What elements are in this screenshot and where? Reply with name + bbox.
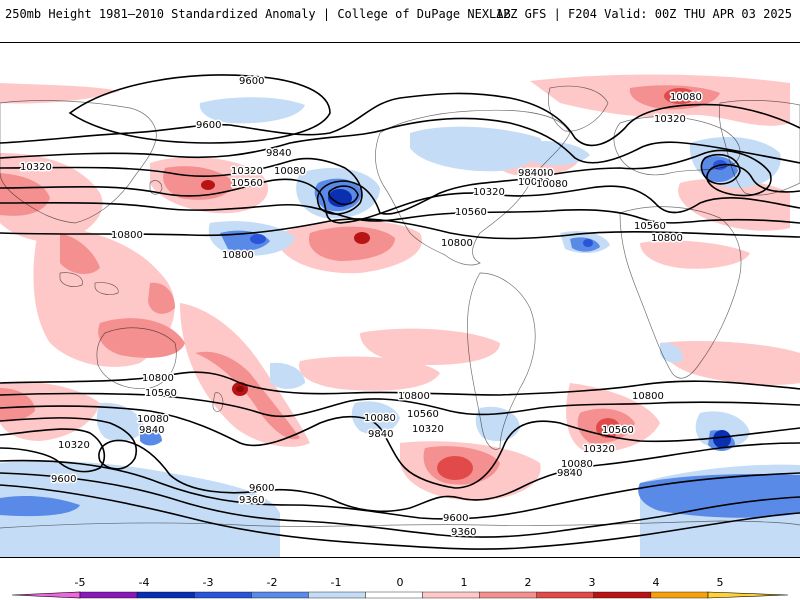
colorbar-swatch: [536, 591, 595, 599]
contour-label: 10800: [111, 230, 143, 241]
contour-label: 10080: [670, 92, 702, 103]
colorbar-swatch: [11, 591, 81, 599]
contour-label: 9600: [196, 120, 221, 131]
contour-label: 9840: [528, 168, 553, 179]
colorbar-tick-label: 1: [461, 576, 468, 589]
colorbar-swatch: [650, 591, 709, 599]
colorbar-tick-label: -1: [331, 576, 342, 589]
contour-label: 9360: [239, 495, 264, 506]
contour-label: 10800: [441, 238, 473, 249]
contour-label: 9360: [451, 527, 476, 538]
strong-positive-areas: [201, 88, 696, 480]
contour-label-layer: 9600 9600 9840 10080 10320 10560 10320 1…: [19, 75, 704, 540]
colorbar-tick-label: 4: [653, 576, 660, 589]
header-bar: 250mb Height 1981–2010 Standardized Anom…: [0, 0, 800, 30]
strong-negative-areas: [250, 160, 731, 448]
colorbar-ticks: -5 -4 -3 -2 -1 0 1 2 3 4 5: [75, 576, 724, 589]
contour-label: 10560: [145, 388, 177, 399]
contour-label: 10320: [654, 114, 686, 125]
contour-label: 9840: [139, 425, 164, 436]
contour-label: 10320: [58, 440, 90, 451]
contour-label: 9840: [557, 468, 582, 479]
contour-label: 9840: [266, 148, 291, 159]
contour-label: 9600: [249, 483, 274, 494]
contour-label: 10080: [274, 166, 306, 177]
colorbar-tick-label: 0: [397, 576, 404, 589]
contour-label: 10560: [231, 178, 263, 189]
coastlines: [0, 85, 800, 529]
height-contours: [0, 74, 800, 550]
contour-label: 10560: [407, 409, 439, 420]
contour-label: 10800: [651, 233, 683, 244]
colorbar-swatch: [193, 591, 252, 599]
colorbar-swatch: [365, 591, 423, 599]
contour-label: 10320: [20, 162, 52, 173]
contour-label: 10800: [142, 373, 174, 384]
colorbar-swatch: [308, 591, 366, 599]
contour-label: 10080: [137, 414, 169, 425]
model-run-info: 12Z GFS | F204 Valid: 00Z THU APR 03 202…: [495, 7, 792, 21]
map-svg: 9600 9600 9840 10080 10320 10560 10320 1…: [0, 74, 800, 557]
colorbar-tick-label: 2: [525, 576, 532, 589]
colorbar-swatch: [136, 591, 195, 599]
colorbar-tick-label: -3: [203, 576, 214, 589]
contour-label: 10080: [364, 413, 396, 424]
colorbar-swatches: [11, 591, 789, 599]
colorbar-tick-label: -4: [139, 576, 150, 589]
contour-label: 10080: [536, 179, 568, 190]
contour-label: 10560: [602, 425, 634, 436]
colorbar-swatch: [479, 591, 537, 599]
contour-label: 10800: [398, 391, 430, 402]
contour-label: 9600: [51, 474, 76, 485]
colorbar-swatch: [422, 591, 480, 599]
contour-label: 9840: [518, 168, 543, 179]
contour-label: 10800: [222, 250, 254, 261]
anomaly-shading: [0, 74, 800, 557]
colorbar-tick-label: -5: [75, 576, 86, 589]
map-panel: 9600 9600 9840 10080 10320 10560 10320 1…: [0, 42, 800, 558]
contour-label: 9840: [368, 429, 393, 440]
contour-label: 10080: [561, 459, 593, 470]
contour-label: 10320: [231, 166, 263, 177]
contour-label: 10320: [583, 444, 615, 455]
contour-label: 10320: [473, 187, 505, 198]
map-title: 250mb Height 1981–2010 Standardized Anom…: [5, 7, 511, 21]
anomaly-color-scale: -5 -4 -3 -2 -1 0 1 2 3 4 5: [0, 570, 800, 600]
contour-label: 10320: [412, 424, 444, 435]
contour-label: 9600: [239, 76, 264, 87]
contour-label: 10560: [634, 221, 666, 232]
colorbar-svg: -5 -4 -3 -2 -1 0 1 2 3 4 5: [11, 576, 789, 599]
colorbar-tick-label: -2: [267, 576, 278, 589]
colorbar-swatch: [707, 591, 789, 599]
contour-label: 9600: [443, 513, 468, 524]
contour-label: 10080: [518, 177, 550, 188]
contour-label: 10560: [455, 207, 487, 218]
colorbar-swatch: [593, 591, 652, 599]
contour-label: 10800: [632, 391, 664, 402]
colorbar-tick-label: 5: [717, 576, 724, 589]
colorbar-swatch: [79, 591, 138, 599]
colorbar-tick-label: 3: [589, 576, 596, 589]
colorbar-swatch: [251, 591, 309, 599]
